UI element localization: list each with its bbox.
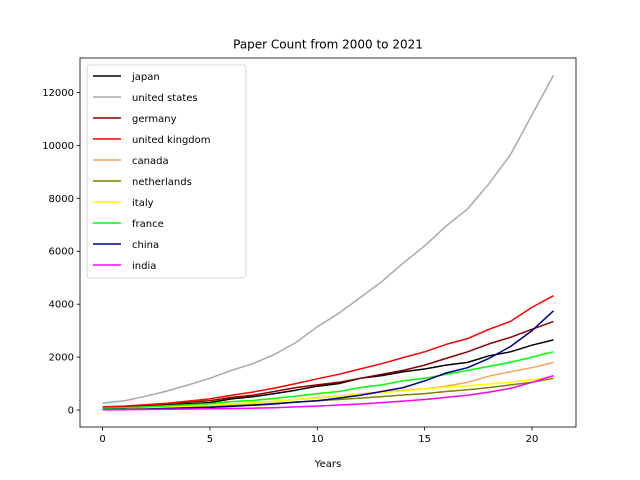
legend-label-india: india	[132, 261, 156, 272]
series-line-united-kingdom	[102, 295, 554, 408]
y-tick-label: 10000	[42, 141, 74, 152]
legend-label-italy: italy	[132, 198, 154, 209]
chart-title: Paper Count from 2000 to 2021	[233, 38, 423, 52]
series-line-canada	[102, 361, 554, 410]
y-tick-label: 8000	[49, 194, 74, 205]
x-tick-label: 5	[207, 434, 213, 445]
x-tick-label: 15	[418, 434, 431, 445]
legend-label-germany: germany	[132, 114, 177, 125]
y-tick-label: 12000	[42, 88, 74, 99]
axes-frame	[79, 57, 577, 428]
legend-label-france: france	[132, 219, 164, 230]
legend-box	[86, 64, 247, 279]
x-tick-label: 0	[99, 434, 105, 445]
series-line-india	[102, 374, 554, 411]
legend-label-united-states: united states	[132, 93, 198, 104]
y-tick-label: 6000	[49, 247, 74, 258]
series-line-japan	[102, 339, 554, 409]
legend-label-canada: canada	[132, 156, 169, 167]
x-axis-label: Years	[314, 459, 341, 470]
y-tick-label: 4000	[49, 300, 74, 311]
legend-label-japan: japan	[131, 72, 160, 83]
series-line-china	[102, 310, 555, 411]
x-tick-label: 20	[526, 434, 539, 445]
legend: japan united states germany united kingdom c…	[86, 64, 247, 279]
series-line-italy	[102, 376, 554, 410]
series-line-germany	[102, 320, 554, 409]
legend-label-united-kingdom: united kingdom	[132, 135, 211, 146]
series-line-france	[102, 351, 554, 409]
plot-area: 0 5 10 15 20 0 2000 4000 6000 8000 10000 12000	[42, 57, 577, 445]
legend-label-china: china	[132, 240, 159, 251]
legend-label-netherlands: netherlands	[132, 177, 192, 188]
y-tick-label: 0	[68, 406, 74, 417]
y-tick-label: 2000	[49, 353, 74, 364]
x-tick-label: 10	[311, 434, 324, 445]
series-line-united-states	[102, 74, 555, 404]
